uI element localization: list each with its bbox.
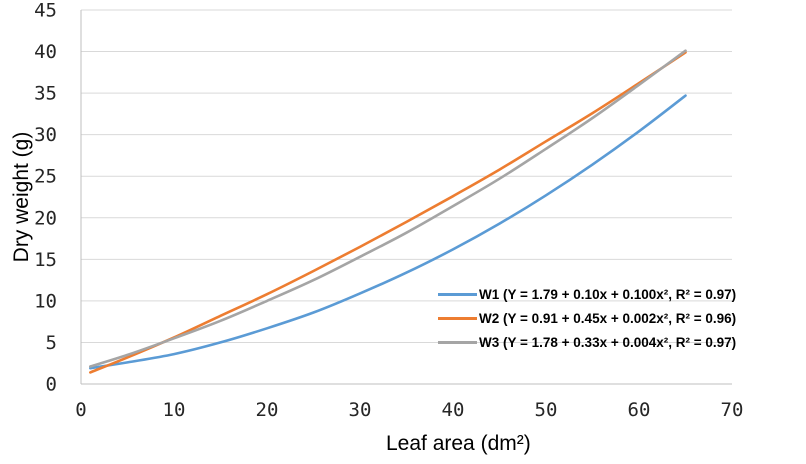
x-tick-label: 20 [256, 399, 279, 421]
x-tick-label: 50 [535, 399, 558, 421]
x-tick-label: 0 [75, 399, 86, 421]
y-tick-label: 40 [34, 41, 57, 63]
legend-swatch-line [438, 317, 477, 320]
y-tick-label: 10 [34, 290, 57, 312]
y-axis-title: Dry weight (g) [10, 131, 33, 263]
x-tick-label: 60 [628, 399, 651, 421]
y-tick-label: 35 [34, 83, 57, 105]
y-tick-label: 5 [46, 332, 57, 354]
legend-label: W2 (Y = 0.91 + 0.45x + 0.002x², R² = 0.9… [479, 311, 737, 326]
x-tick-label: 30 [349, 399, 372, 421]
x-tick-labels: 0 10 20 30 40 50 60 70 [75, 399, 743, 421]
x-tick-label: 40 [442, 399, 465, 421]
y-tick-label: 0 [46, 374, 57, 396]
legend-label: W1 (Y = 1.79 + 0.10x + 0.100x², R² = 0.9… [479, 287, 737, 302]
y-tick-label: 20 [34, 207, 57, 229]
legend-label: W3 (Y = 1.78 + 0.33x + 0.004x², R² = 0.9… [479, 335, 737, 350]
x-tick-label: 70 [721, 399, 744, 421]
series-line-W1 [89, 94, 687, 370]
legend-swatch-line [438, 293, 477, 296]
y-tick-label: 25 [34, 166, 57, 188]
y-tick-label: 45 [34, 0, 57, 22]
legend-item: W2 (Y = 0.91 + 0.45x + 0.002x², R² = 0.9… [438, 310, 736, 327]
y-tick-label: 15 [34, 249, 57, 271]
legend: W1 (Y = 1.79 + 0.10x + 0.100x², R² = 0.9… [438, 286, 736, 358]
x-axis-title: Leaf area (dm²) [386, 432, 531, 455]
legend-swatch-line [438, 341, 477, 344]
y-tick-label: 30 [34, 124, 57, 146]
legend-item: W3 (Y = 1.78 + 0.33x + 0.004x², R² = 0.9… [438, 334, 736, 351]
x-tick-label: 10 [163, 399, 186, 421]
series-line-W3 [89, 49, 687, 368]
y-tick-labels: 0 5 10 15 20 25 30 35 40 45 [34, 0, 57, 396]
gridlines [81, 9, 732, 385]
legend-item: W1 (Y = 1.79 + 0.10x + 0.100x², R² = 0.9… [438, 286, 736, 303]
